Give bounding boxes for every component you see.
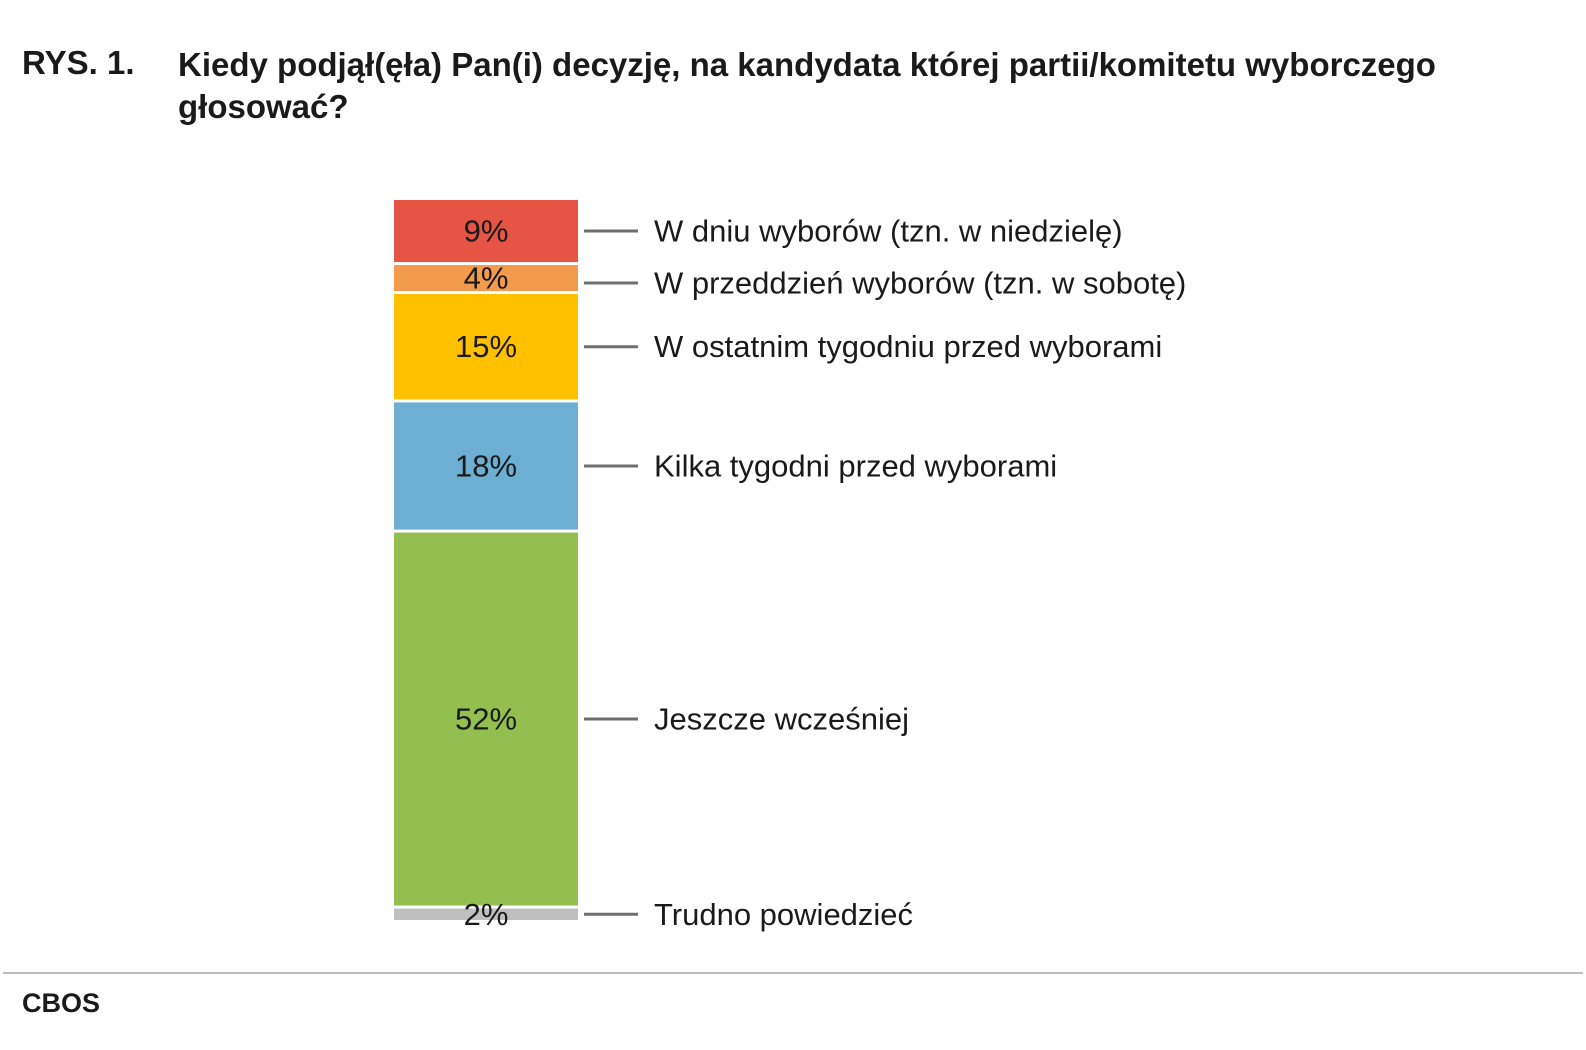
bottom-divider <box>3 972 1583 974</box>
bar-segment <box>394 908 578 920</box>
bar-segment-group: 4% W przeddzień wyborów (tzn. w sobotę) <box>394 261 1186 301</box>
bar-segment <box>394 265 578 291</box>
bar-segment <box>394 402 578 530</box>
bar-segment <box>394 532 578 906</box>
category-label: W dniu wyborów (tzn. w niedzielę) <box>654 214 1123 249</box>
category-label: W przeddzień wyborów (tzn. w sobotę) <box>654 266 1186 301</box>
data-label: 4% <box>464 261 509 296</box>
bar-segment <box>394 293 578 400</box>
bar-segment-group: 18% Kilka tygodni przed wyborami <box>394 402 1057 530</box>
data-label: 15% <box>455 329 517 364</box>
chart-title: Kiedy podjął(ęła) Pan(i) decyzję, na kan… <box>178 46 1436 125</box>
category-label: Kilka tygodni przed wyborami <box>654 449 1057 484</box>
data-label: 2% <box>464 897 509 932</box>
bar-segment <box>394 200 578 263</box>
category-label: W ostatnim tygodniu przed wyborami <box>654 329 1162 364</box>
bar-segment-group: 2% Trudno powiedzieć <box>394 897 913 932</box>
category-label: Jeszcze wcześniej <box>654 702 909 737</box>
data-label: 52% <box>455 702 517 737</box>
category-label: Trudno powiedzieć <box>654 897 913 932</box>
figure-label: RYS. 1. <box>22 44 135 81</box>
bar-segment-group: 52% Jeszcze wcześniej <box>394 532 909 906</box>
data-label: 18% <box>455 449 517 484</box>
bar-segment-group: 15% W ostatnim tygodniu przed wyborami <box>394 293 1162 400</box>
data-label: 9% <box>464 214 509 249</box>
bar-segment-group: 9% W dniu wyborów (tzn. w niedzielę) <box>394 200 1123 263</box>
source-label: CBOS <box>22 988 101 1018</box>
